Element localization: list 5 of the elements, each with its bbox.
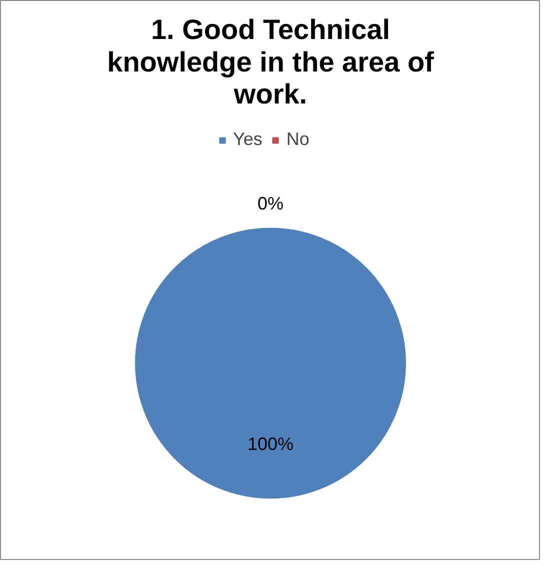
legend-label: No	[286, 129, 310, 150]
text: 0%	[257, 193, 284, 214]
data-label: 100%	[247, 434, 294, 454]
chart-title: 1. Good Technical knowledge in the area of work.	[107, 14, 435, 110]
legend-label: Yes	[233, 129, 262, 150]
